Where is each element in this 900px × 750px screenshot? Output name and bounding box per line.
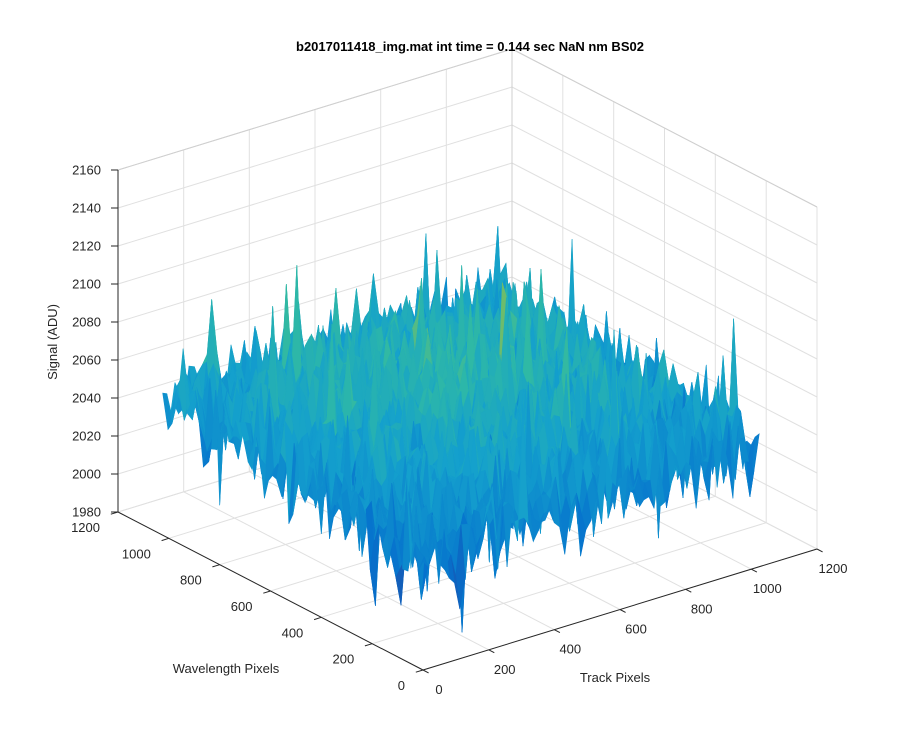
x-tick-mark: [422, 669, 429, 674]
x-tick-mark: [554, 629, 561, 634]
y-tick-mark: [212, 564, 220, 568]
y-tick-mark: [263, 590, 271, 594]
signal-surface: [162, 226, 760, 633]
x-tick-mark: [816, 548, 823, 553]
x-tick-mark: [619, 609, 626, 613]
grid-line: [117, 200, 513, 323]
z-tick-label: 2000: [72, 467, 101, 482]
y-tick-label: 1000: [122, 546, 151, 561]
y-tick-label: 1200: [71, 520, 100, 535]
grid-line: [117, 86, 513, 209]
grid-line: [511, 162, 818, 322]
grid-line: [511, 124, 818, 284]
grid-line: [117, 124, 513, 247]
z-tick-label: 2100: [72, 277, 101, 292]
y-tick-label: 0: [398, 678, 405, 693]
grid-line: [511, 200, 818, 360]
x-tick-label: 600: [625, 622, 647, 637]
grid-line: [321, 495, 716, 618]
x-tick-label: 800: [691, 601, 713, 616]
x-tick-mark: [685, 588, 692, 593]
x-axis-label: Track Pixels: [580, 670, 651, 685]
x-tick-label: 1000: [753, 581, 782, 596]
y-axis-label: Wavelength Pixels: [173, 661, 280, 676]
surface-patch: [418, 555, 429, 570]
z-tick-label: 2080: [72, 315, 101, 330]
grid-line: [511, 238, 818, 398]
grid-line: [372, 522, 767, 645]
y-tick-label: 800: [180, 573, 202, 588]
y-tick-label: 600: [231, 599, 253, 614]
z-axis-label: Signal (ADU): [45, 304, 60, 380]
axes-ticks: 0 200 400 600 800 1000 1200 0 200 400 600 800 1000 12…: [71, 163, 847, 698]
z-tick-label: 2040: [72, 391, 101, 406]
x-tick-label: 400: [559, 642, 581, 657]
y-tick-label: 400: [282, 625, 304, 640]
z-tick-label: 2060: [72, 353, 101, 368]
z-tick-label: 2160: [72, 163, 101, 178]
grid-line: [511, 86, 818, 246]
chart-title: b2017011418_img.mat int time = 0.144 sec…: [296, 39, 644, 54]
y-tick-mark: [313, 616, 322, 621]
y-tick-label: 200: [332, 652, 354, 667]
y-tick-mark: [364, 643, 373, 647]
x-tick-label: 0: [435, 682, 442, 697]
z-tick-label: 2020: [72, 429, 101, 444]
x-tick-label: 1200: [819, 561, 848, 576]
grid-line: [117, 162, 513, 285]
y-tick-mark: [415, 669, 424, 673]
x-tick-mark: [488, 649, 495, 654]
x-tick-mark: [751, 568, 758, 573]
z-tick-label: 1980: [72, 505, 101, 520]
x-tick-label: 200: [494, 662, 516, 677]
y-tick-mark: [161, 537, 169, 542]
z-tick-label: 2120: [72, 239, 101, 254]
axes-box-edge: [511, 48, 818, 208]
axes-box-edge: [117, 48, 513, 171]
z-tick-label: 2140: [72, 201, 101, 216]
grid-line: [117, 238, 513, 361]
